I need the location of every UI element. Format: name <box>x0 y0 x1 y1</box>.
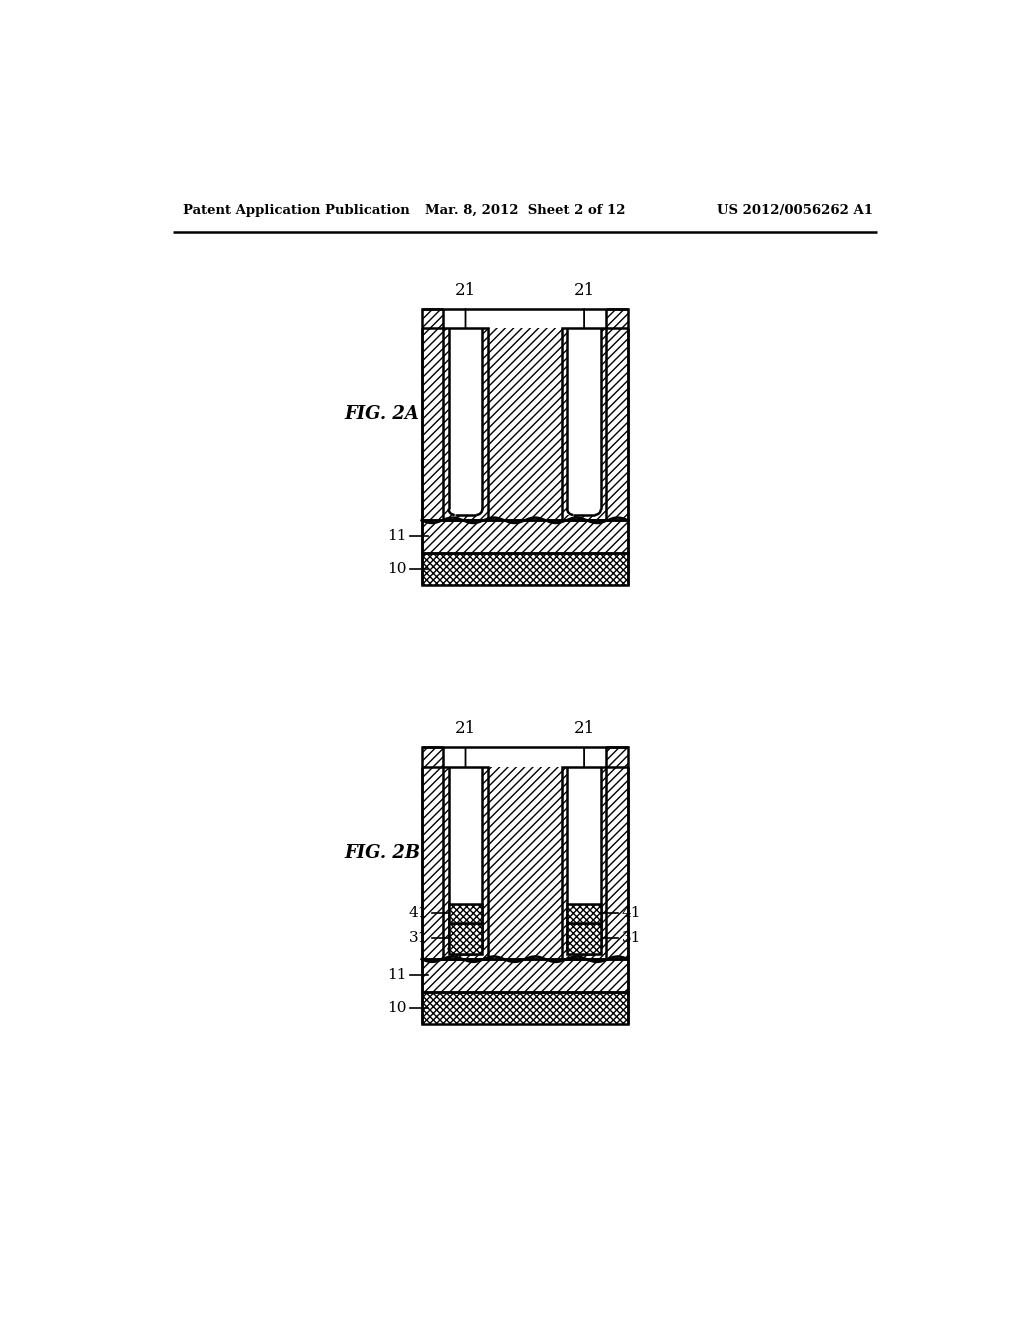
Bar <box>487 747 562 767</box>
Text: Patent Application Publication: Patent Application Publication <box>183 205 410 218</box>
Text: FIG. 2B: FIG. 2B <box>345 845 421 862</box>
Bar <box>422 309 628 520</box>
Bar <box>449 904 482 923</box>
Bar <box>422 309 628 520</box>
Bar <box>443 747 487 960</box>
Text: 41: 41 <box>622 907 641 920</box>
Bar <box>449 767 482 954</box>
Bar <box>422 960 628 991</box>
Text: 31: 31 <box>622 932 641 945</box>
Bar <box>487 747 562 767</box>
Bar <box>449 923 482 954</box>
Text: 21: 21 <box>573 281 595 298</box>
Bar <box>443 327 487 520</box>
Text: Mar. 8, 2012  Sheet 2 of 12: Mar. 8, 2012 Sheet 2 of 12 <box>425 205 625 218</box>
Bar <box>422 553 628 585</box>
Bar <box>422 747 628 960</box>
Bar <box>422 520 628 553</box>
Bar <box>443 767 487 960</box>
Text: US 2012/0056262 A1: US 2012/0056262 A1 <box>717 205 872 218</box>
Text: 21: 21 <box>455 721 476 738</box>
Bar <box>562 747 606 960</box>
Bar <box>422 991 628 1024</box>
Bar <box>567 923 601 954</box>
Bar <box>567 904 601 923</box>
Bar <box>562 767 606 960</box>
Bar <box>443 767 487 960</box>
Text: 31: 31 <box>409 932 428 945</box>
Bar <box>449 327 482 515</box>
Bar <box>422 991 628 1024</box>
Bar <box>422 747 628 960</box>
Text: 41: 41 <box>409 907 428 920</box>
Text: 21: 21 <box>573 721 595 738</box>
Bar <box>443 327 487 520</box>
Bar <box>562 767 606 960</box>
Bar <box>562 309 606 520</box>
Bar <box>567 327 601 515</box>
Text: 11: 11 <box>387 969 407 982</box>
Text: FIG. 2A: FIG. 2A <box>345 405 420 424</box>
Text: 21: 21 <box>455 281 476 298</box>
Bar <box>562 327 606 520</box>
Bar <box>567 767 601 954</box>
Bar <box>487 309 562 327</box>
Text: 10: 10 <box>387 1001 407 1015</box>
Text: 10: 10 <box>387 562 407 576</box>
Bar <box>487 309 562 327</box>
Bar <box>422 553 628 585</box>
Bar <box>443 309 487 520</box>
Text: 11: 11 <box>387 529 407 544</box>
Bar <box>562 327 606 520</box>
Bar <box>422 960 628 991</box>
Bar <box>422 520 628 553</box>
